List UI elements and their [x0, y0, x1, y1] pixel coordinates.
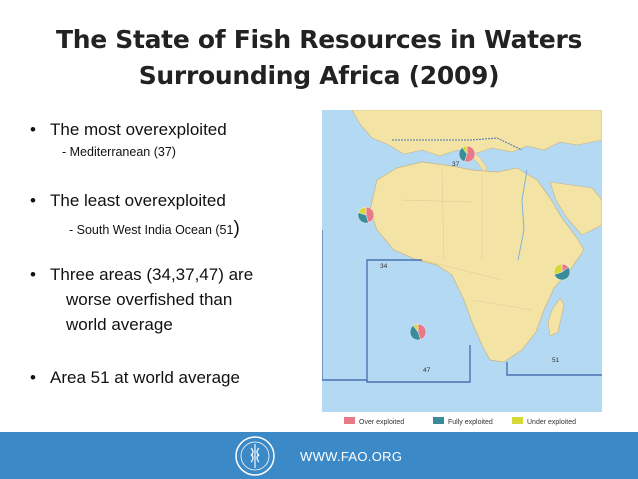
bullet-three-areas-l1: Three areas (34,37,47) are: [50, 265, 254, 284]
arabia-landmass: [549, 181, 602, 236]
legend-panel: [322, 412, 602, 430]
legend-label-under: Under exploited: [527, 419, 576, 426]
bullet-area-51: Area 51 at world average: [50, 368, 240, 387]
pie-slice-fully: [554, 267, 571, 281]
area-label-37: 37: [452, 161, 460, 168]
nile-river: [517, 169, 528, 261]
area-label-34: 34: [380, 263, 388, 270]
africa-landmass: [369, 161, 585, 363]
bullet-three-areas-l3: world average: [66, 315, 173, 334]
pie-slice-under: [462, 145, 468, 155]
pie-slice-fully: [409, 325, 421, 341]
pie-area-37: [458, 145, 476, 163]
fishing-areas-map: 37 34 47 51 Over exploited Fully exploit…: [322, 110, 602, 430]
bullet-dot: •: [30, 120, 36, 139]
bullet-sub-swio-text: - South West India Ocean (51: [69, 223, 234, 237]
title-line-2: Surrounding Africa (2009): [138, 61, 500, 90]
bullet-three-areas-l2: worse overfished than: [66, 290, 233, 309]
madagascar-landmass: [547, 297, 565, 337]
legend-label-fully: Fully exploited: [448, 419, 493, 426]
pie-area-51: [553, 263, 571, 281]
bullet-most-overexploited: The most overexploited: [50, 120, 227, 139]
bullet-least-overexploited: The least overexploited: [50, 191, 226, 210]
footer-bar: WWW.FAO.ORG: [0, 432, 638, 479]
pie-slice-over: [365, 206, 375, 223]
pie-area-47: [409, 323, 427, 341]
bullet-dot: •: [30, 265, 36, 284]
pie-slice-under: [553, 263, 563, 275]
country-borders: [401, 169, 533, 311]
bullet-sub-mediterranean: - Mediterranean (37): [62, 145, 176, 159]
area-47-boundary: [366, 345, 471, 383]
bullet-sub-swio: - South West India Ocean (51): [69, 218, 240, 240]
fao-logo-icon: [235, 436, 275, 476]
area-51-boundary: [506, 362, 602, 376]
pie-slice-under: [413, 323, 419, 333]
pie-area-34: [357, 206, 375, 224]
legend-swatch-fully: [433, 417, 444, 424]
bullet-dot: •: [30, 368, 36, 387]
area-37-boundary: [392, 137, 523, 151]
legend-swatch-over: [344, 417, 355, 424]
area-label-51: 51: [552, 357, 560, 364]
area-label-47: 47: [423, 367, 431, 374]
title-line-1: The State of Fish Resources in Waters: [55, 25, 583, 54]
legend-swatch-under: [512, 417, 523, 424]
pie-slice-under: [358, 206, 367, 216]
bullet-dot: •: [30, 191, 36, 210]
legend-label-over: Over exploited: [359, 419, 404, 426]
europe-landmass: [351, 110, 602, 157]
bullet-sub-swio-paren: ): [233, 218, 240, 239]
page-title: The State of Fish Resources in Waters Su…: [0, 22, 638, 94]
website-link[interactable]: WWW.FAO.ORG: [300, 449, 403, 464]
pie-slice-over: [417, 323, 427, 340]
